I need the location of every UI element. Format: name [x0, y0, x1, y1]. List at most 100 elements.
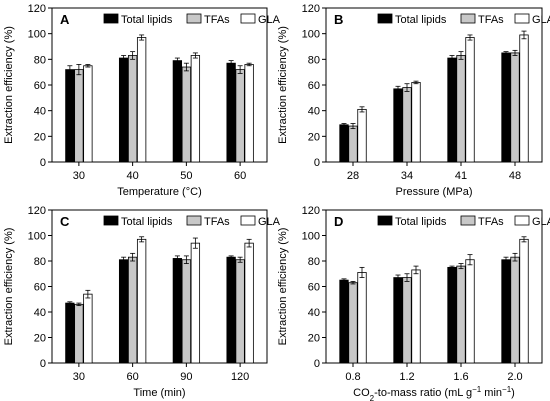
- y-tick-label: 100: [28, 231, 46, 243]
- legend-swatch: [377, 215, 393, 226]
- legend-label: TFAs: [478, 216, 504, 228]
- bar-tfas: [235, 259, 245, 364]
- y-tick-label: 100: [28, 29, 46, 41]
- bar-total-lipids: [65, 302, 75, 364]
- bar-tfas: [402, 277, 412, 364]
- bar-tfas: [456, 265, 466, 364]
- legend-swatch: [460, 215, 476, 226]
- y-tick-label: 0: [314, 358, 320, 370]
- bar-tfas: [510, 52, 520, 163]
- x-tick-label: 28: [347, 170, 359, 182]
- x-axis-title-part: CO: [353, 387, 370, 399]
- legend-swatch: [103, 13, 119, 24]
- bar-gla: [244, 242, 254, 364]
- x-tick-label: 120: [231, 371, 249, 383]
- bar-total-lipids: [447, 57, 457, 163]
- y-axis-title: Extraction efficiency (%): [277, 26, 289, 144]
- bar-gla: [190, 55, 201, 163]
- bar-total-lipids: [226, 62, 236, 163]
- panel-letter: D: [334, 214, 343, 229]
- x-tick-label: 0.8: [345, 371, 360, 383]
- y-tick-label: 120: [302, 3, 320, 15]
- x-axis-title-part: −1: [472, 385, 482, 394]
- legend-swatch: [186, 13, 202, 24]
- bar-gla: [83, 65, 93, 163]
- x-axis-title: CO2-to-mass ratio (mL g−1 min−1): [353, 385, 515, 401]
- bar-gla: [411, 269, 421, 364]
- y-tick-label: 40: [308, 106, 320, 118]
- x-axis-title-part: 2: [370, 394, 375, 401]
- x-tick-label: 60: [127, 371, 139, 383]
- x-tick-label: 30: [73, 170, 85, 182]
- legend-swatch: [514, 215, 530, 226]
- y-tick-label: 0: [314, 157, 320, 169]
- y-tick-label: 60: [308, 282, 320, 294]
- y-tick-label: 60: [308, 80, 320, 92]
- bar-gla: [136, 37, 147, 163]
- bar-tfas: [235, 69, 245, 163]
- bar-total-lipids: [339, 124, 349, 163]
- bar-total-lipids: [501, 52, 511, 163]
- legend-swatch: [240, 13, 256, 24]
- bar-total-lipids: [339, 279, 349, 364]
- legend-label: GLA: [532, 216, 550, 228]
- x-tick-label: 1.6: [453, 371, 468, 383]
- x-axis-title-part: min: [481, 387, 502, 399]
- x-tick-label: 41: [455, 170, 467, 182]
- bar-gla: [519, 34, 529, 163]
- chart-panel-c: 0 20 40 60 80 100 120 30 60 90 120 C Total lipids TFA…: [3, 205, 281, 399]
- x-axis-title-part: −1: [502, 385, 512, 394]
- y-axis-title: Extraction efficiency (%): [3, 228, 15, 346]
- bar-total-lipids: [172, 258, 183, 364]
- bar-tfas: [127, 256, 138, 364]
- panel-letter: C: [60, 214, 70, 229]
- legend-swatch: [103, 215, 119, 226]
- x-tick-label: 34: [401, 170, 413, 182]
- legend-swatch: [514, 13, 530, 24]
- bar-gla: [465, 37, 475, 163]
- bar-gla: [136, 238, 147, 364]
- bar-total-lipids: [118, 259, 129, 364]
- bar-gla: [357, 108, 367, 163]
- bar-tfas: [74, 303, 84, 364]
- y-tick-label: 20: [34, 131, 46, 143]
- legend-label: Total lipids: [121, 14, 173, 26]
- legend-label: Total lipids: [121, 216, 173, 228]
- bar-tfas: [456, 55, 466, 163]
- chart-panel-a: 0 20 40 60 80 100 120 30 40 50 60 A Total lipids TFAs…: [3, 3, 281, 198]
- y-tick-label: 20: [308, 333, 320, 345]
- legend-swatch: [240, 215, 256, 226]
- chart-panel-d: 0 20 40 60 80 100 120 0.8 1.2 1.6 2.0 D Total lipids…: [277, 205, 550, 401]
- x-tick-label: 40: [127, 170, 139, 182]
- x-axis-title-part: -to-mass ratio (mL g: [374, 387, 472, 399]
- y-tick-label: 120: [28, 205, 46, 217]
- x-axis-title: Pressure (MPa): [395, 186, 472, 198]
- bar-total-lipids: [501, 259, 511, 364]
- bar-total-lipids: [226, 256, 236, 364]
- y-tick-label: 0: [40, 358, 46, 370]
- bar-tfas: [348, 282, 358, 364]
- x-tick-label: 30: [73, 371, 85, 383]
- legend-label: GLA: [258, 216, 281, 228]
- panel-letter: B: [334, 12, 343, 27]
- y-tick-label: 100: [302, 231, 320, 243]
- legend-label: TFAs: [204, 216, 230, 228]
- y-tick-label: 120: [302, 205, 320, 217]
- y-tick-label: 80: [34, 54, 46, 66]
- x-tick-label: 90: [180, 371, 192, 383]
- x-axis-title-part: ): [511, 387, 515, 399]
- y-axis-title: Extraction efficiency (%): [3, 26, 15, 144]
- legend-label: GLA: [532, 14, 550, 26]
- bar-total-lipids: [65, 69, 75, 163]
- legend-label: TFAs: [204, 14, 230, 26]
- x-tick-label: 60: [234, 170, 246, 182]
- legend-label: TFAs: [478, 14, 504, 26]
- x-tick-label: 2.0: [507, 371, 522, 383]
- legend-swatch: [460, 13, 476, 24]
- x-tick-label: 48: [509, 170, 521, 182]
- bar-total-lipids: [172, 60, 183, 163]
- x-axis-title: Temperature (°C): [117, 186, 201, 198]
- y-tick-label: 20: [34, 333, 46, 345]
- y-tick-label: 80: [308, 54, 320, 66]
